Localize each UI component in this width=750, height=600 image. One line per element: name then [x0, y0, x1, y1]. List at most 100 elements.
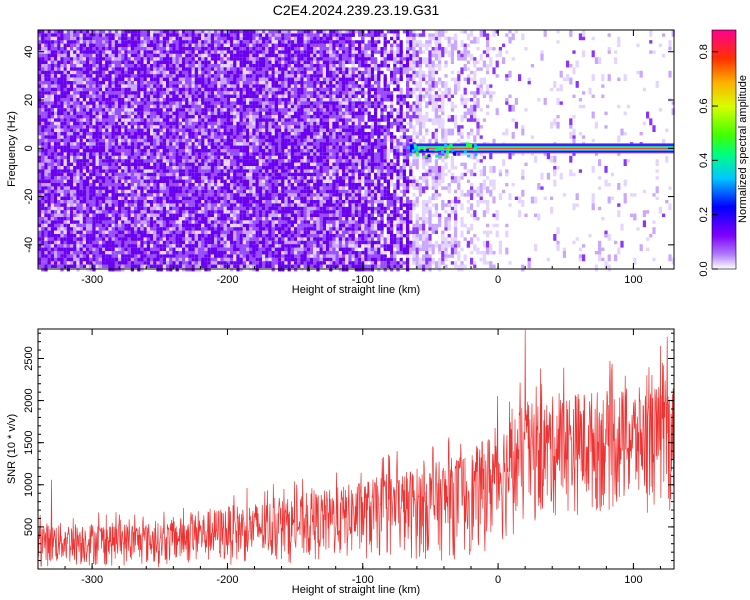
heatmap-cell: [175, 213, 179, 217]
heatmap-cell: [44, 115, 48, 119]
heatmap-cell: [239, 220, 243, 224]
heatmap-cell: [159, 169, 163, 177]
heatmap-cell: [178, 213, 182, 217]
heatmap-cell: [118, 152, 122, 156]
heatmap-cell: [207, 104, 211, 109]
heatmap-cell: [127, 87, 131, 92]
heatmap-cell: [47, 36, 51, 41]
heatmap-cell: [159, 193, 163, 197]
heatmap-cell: [258, 121, 262, 126]
heatmap-cell: [66, 104, 70, 109]
heatmap-cell: [175, 149, 179, 153]
heatmap-cell: [242, 77, 246, 81]
heatmap-cell: [92, 176, 96, 180]
heatmap-cell: [175, 210, 179, 214]
heatmap-cell: [178, 183, 182, 187]
heatmap-cell: [98, 186, 102, 194]
heatmap-cell: [156, 145, 160, 149]
heatmap-cell: [54, 203, 58, 211]
heatmap-cell: [140, 244, 144, 248]
heatmap-cell: [82, 36, 86, 41]
heatmap-cell: [246, 179, 250, 183]
heatmap-cell: [98, 203, 102, 211]
heatmap-cell: [217, 162, 221, 166]
heatmap-cell: [159, 257, 163, 265]
heatmap-cell: [217, 183, 221, 187]
heatmap-cell: [265, 84, 269, 88]
heatmap-cell: [191, 50, 195, 54]
heatmap-cell: [54, 118, 58, 122]
heatmap-cell: [169, 40, 173, 44]
heatmap-cell: [47, 159, 51, 163]
heatmap-cell: [255, 230, 259, 234]
heatmap-cell: [162, 70, 166, 75]
heatmap-cell: [140, 189, 144, 194]
heatmap-cell: [194, 40, 198, 44]
heatmap-cell: [258, 210, 262, 214]
heatmap-cell: [130, 223, 134, 228]
heatmap-cell: [70, 87, 74, 92]
heatmap-cell: [159, 135, 163, 143]
heatmap-cell: [182, 60, 186, 64]
heatmap-cell: [207, 43, 211, 47]
heatmap-cell: [159, 60, 163, 64]
heatmap-cell: [38, 244, 42, 248]
heatmap-cell: [239, 53, 243, 58]
heatmap-cell: [108, 108, 112, 112]
heatmap-cell: [169, 33, 173, 37]
heatmap-cell: [140, 94, 144, 98]
heatmap-cell: [114, 176, 118, 180]
heatmap-cell: [188, 176, 192, 180]
heatmap-cell: [54, 220, 58, 228]
heatmap-cell: [201, 206, 205, 211]
heatmap-cell: [204, 220, 208, 228]
heatmap-cell: [194, 30, 198, 34]
heatmap-cell: [79, 152, 83, 160]
heatmap-cell: [175, 172, 179, 177]
heatmap-cell: [79, 145, 83, 149]
heatmap-cell: [233, 36, 237, 41]
heatmap-cell: [233, 257, 237, 262]
heatmap-cell: [162, 247, 166, 251]
heatmap-cell: [137, 77, 141, 81]
heatmap-cell: [166, 108, 170, 112]
heatmap-cell: [201, 237, 205, 241]
heatmap-cell: [146, 203, 150, 207]
heatmap-cell: [188, 169, 192, 173]
heatmap-cell: [185, 111, 189, 115]
heatmap-cell: [82, 172, 86, 177]
heatmap-cell: [162, 257, 166, 262]
heatmap-cell: [159, 84, 163, 88]
heatmap-cell: [210, 87, 214, 92]
heatmap-cell: [60, 257, 64, 265]
heatmap-cell: [182, 166, 186, 170]
heatmap-cell: [166, 138, 170, 143]
heatmap-cell: [230, 74, 234, 78]
heatmap-cell: [95, 33, 99, 37]
heatmap-cell: [92, 108, 96, 112]
heatmap-cell: [143, 91, 147, 95]
heatmap-cell: [95, 77, 99, 81]
heatmap-cell: [66, 234, 70, 238]
heatmap-cell: [182, 47, 186, 51]
heatmap-cell: [204, 149, 208, 153]
heatmap-cell: [79, 125, 83, 129]
heatmap-cell: [108, 111, 112, 115]
heatmap-cell: [239, 186, 243, 190]
heatmap-cell: [153, 237, 157, 241]
heatmap-cell: [143, 189, 147, 194]
heatmap-cell: [194, 203, 198, 211]
heatmap-cell: [111, 196, 115, 200]
heatmap-cell: [178, 81, 182, 85]
heatmap-cell: [82, 183, 86, 187]
heatmap-cell: [172, 159, 176, 163]
heatmap-cell: [124, 247, 128, 251]
heatmap-cell: [239, 183, 243, 187]
heatmap-cell: [217, 94, 221, 98]
heatmap-cell: [114, 94, 118, 98]
heatmap-cell: [182, 125, 186, 129]
heatmap-cell: [194, 53, 198, 58]
heatmap-cell: [41, 138, 45, 143]
heatmap-cell: [178, 217, 182, 221]
heatmap-cell: [226, 40, 230, 44]
